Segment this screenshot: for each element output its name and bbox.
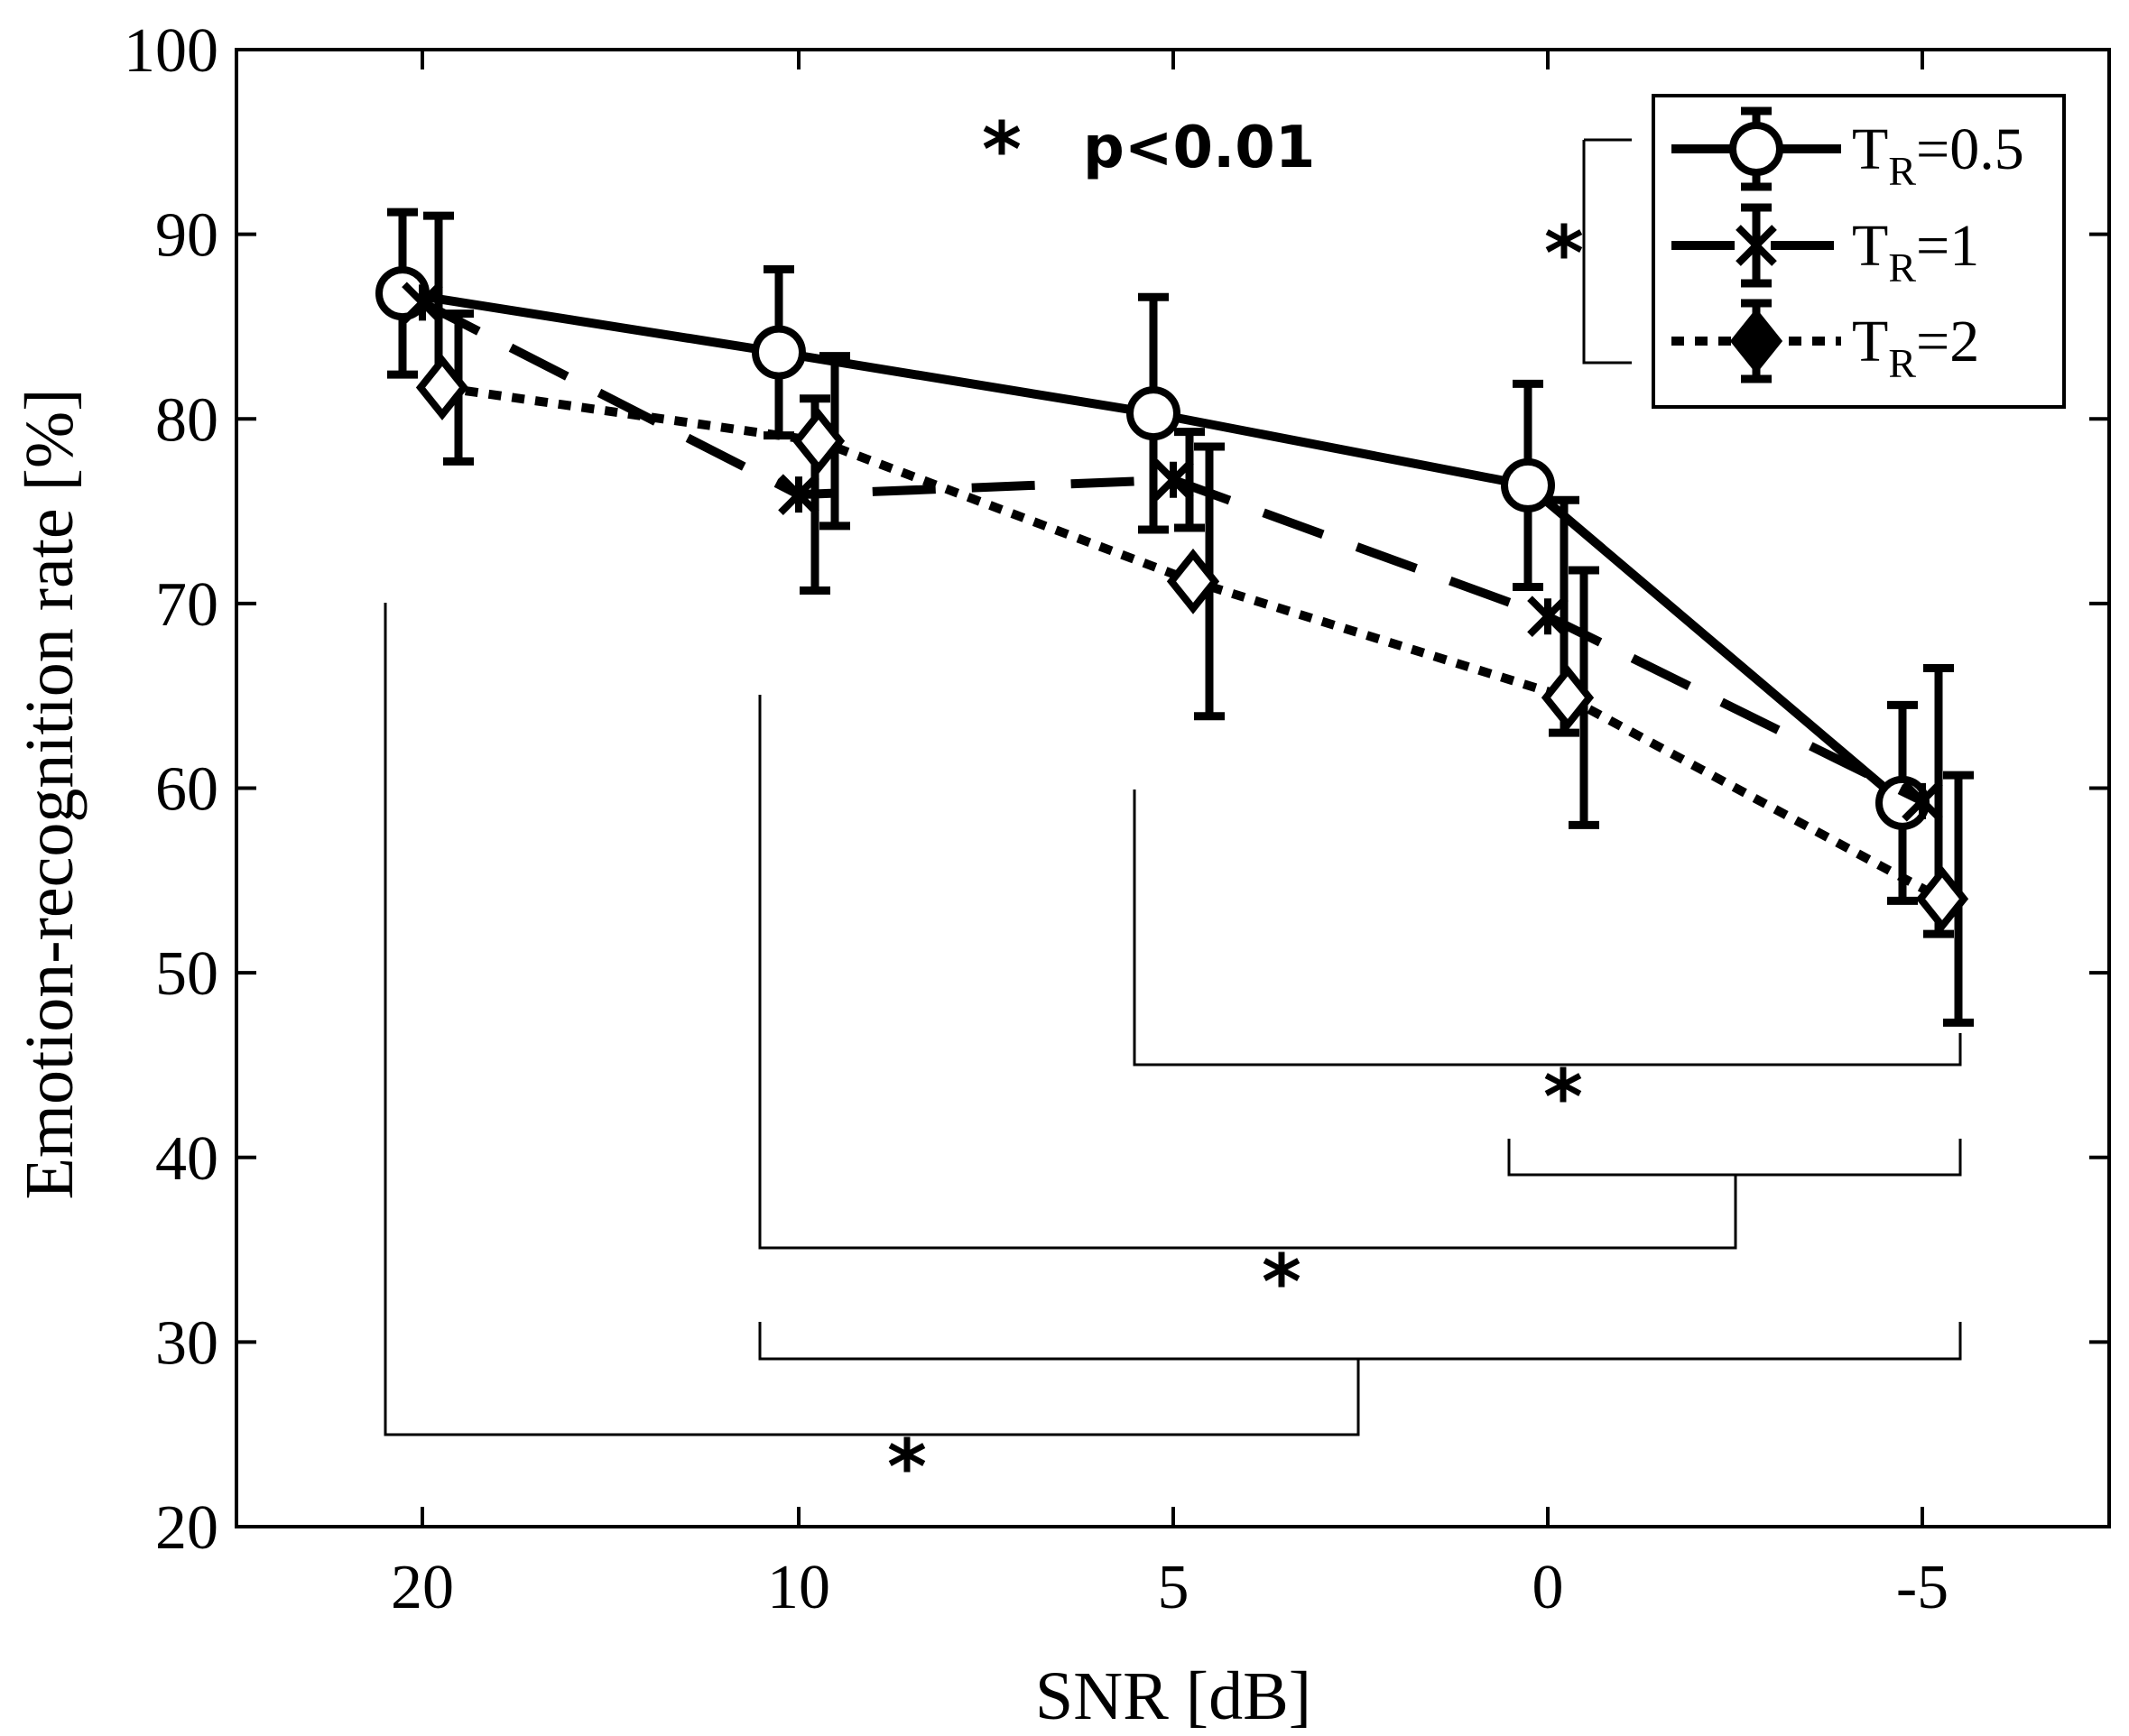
y-tick-label: 30 — [155, 1308, 218, 1378]
x-axis-title: SNR [dB] — [1035, 1658, 1311, 1734]
y-tick-label: 40 — [155, 1124, 218, 1194]
bracket-star-10: * — [1262, 1238, 1301, 1326]
legend-bracket-star: * — [1544, 209, 1584, 298]
marker-asterisk — [1902, 780, 1943, 822]
y-tick-label: 60 — [155, 755, 218, 825]
legend-label: TR=1 — [1852, 213, 1979, 291]
y-tick-label: 80 — [155, 385, 218, 455]
legend-box — [1652, 94, 2066, 409]
legend-label-main: T — [1852, 309, 1888, 374]
pvalue-note: p<0.01 — [1083, 115, 1315, 181]
bracket-5-to-minus5 — [1133, 790, 1962, 1067]
legend-label-rest: =2 — [1916, 309, 1979, 374]
significance-brackets — [384, 138, 1962, 1436]
marker-asterisk — [1736, 225, 1777, 266]
legend-entry-1: TR=1 — [1671, 203, 1979, 291]
series-1 — [402, 211, 1954, 938]
bracket-20-to-group — [384, 603, 1360, 1436]
legend-label-rest: =1 — [1916, 213, 1979, 279]
legend-label-sub: R — [1888, 245, 1916, 291]
legend-label: TR=2 — [1852, 309, 1979, 386]
x-tick-label: 0 — [1532, 1553, 1564, 1622]
marker-diamond — [1541, 664, 1595, 731]
legend-label-main: T — [1852, 213, 1888, 279]
legend-entry-2: TR=2 — [1671, 299, 1979, 386]
legend-label-rest: =0.5 — [1916, 116, 2024, 182]
x-axis: 20 10 5 0 -5 — [391, 50, 1948, 1622]
legend-label-sub: R — [1888, 148, 1916, 194]
y-tick-label: 90 — [155, 201, 218, 271]
marker-circle — [1126, 386, 1180, 441]
marker-diamond — [1729, 308, 1783, 374]
y-tick-label: 100 — [124, 16, 218, 86]
series-layer — [375, 208, 1974, 1027]
marker-diamond — [791, 408, 846, 475]
y-tick-label: 70 — [155, 570, 218, 640]
x-tick-label: 5 — [1158, 1553, 1189, 1622]
marker-circle — [1729, 122, 1783, 176]
legend-bracket — [1582, 140, 1632, 365]
bracket-star-0-5: * — [1543, 1053, 1583, 1141]
x-tick-label: 10 — [767, 1553, 830, 1622]
marker-asterisk — [1527, 596, 1569, 638]
y-axis: 20 30 40 50 60 70 80 90 100 — [124, 16, 2109, 1563]
bracket-10-to-minus5 — [758, 1322, 1962, 1361]
marker-asterisk — [778, 474, 819, 515]
y-axis-title: Emotion-recognition rate [%] — [12, 388, 88, 1199]
error-bar — [1174, 428, 1205, 532]
marker-diamond — [415, 355, 469, 420]
legend-label-sub: R — [1888, 340, 1916, 386]
series-2 — [415, 309, 1974, 1027]
marker-circle — [752, 325, 806, 380]
y-tick-label: 20 — [155, 1493, 218, 1563]
marker-diamond — [1915, 865, 1969, 932]
series-0 — [375, 208, 1930, 905]
y-tick-label: 50 — [155, 939, 218, 1009]
bracket-star-20: * — [887, 1423, 927, 1511]
x-tick-label: -5 — [1896, 1553, 1948, 1622]
marker-diamond — [1166, 548, 1220, 614]
marker-circle — [1501, 457, 1555, 512]
bracket-10-to-group — [758, 695, 1737, 1250]
marker-asterisk — [1152, 458, 1194, 501]
pvalue-symbol: * — [982, 106, 1022, 194]
legend-label: TR=0.5 — [1852, 116, 2024, 194]
legend-label-main: T — [1852, 116, 1888, 182]
x-tick-label: 20 — [391, 1553, 454, 1622]
marker-asterisk — [402, 282, 443, 324]
legend-entry-0: TR=0.5 — [1671, 106, 2024, 194]
legend: TR=0.5TR=1TR=2 — [1652, 94, 2066, 409]
